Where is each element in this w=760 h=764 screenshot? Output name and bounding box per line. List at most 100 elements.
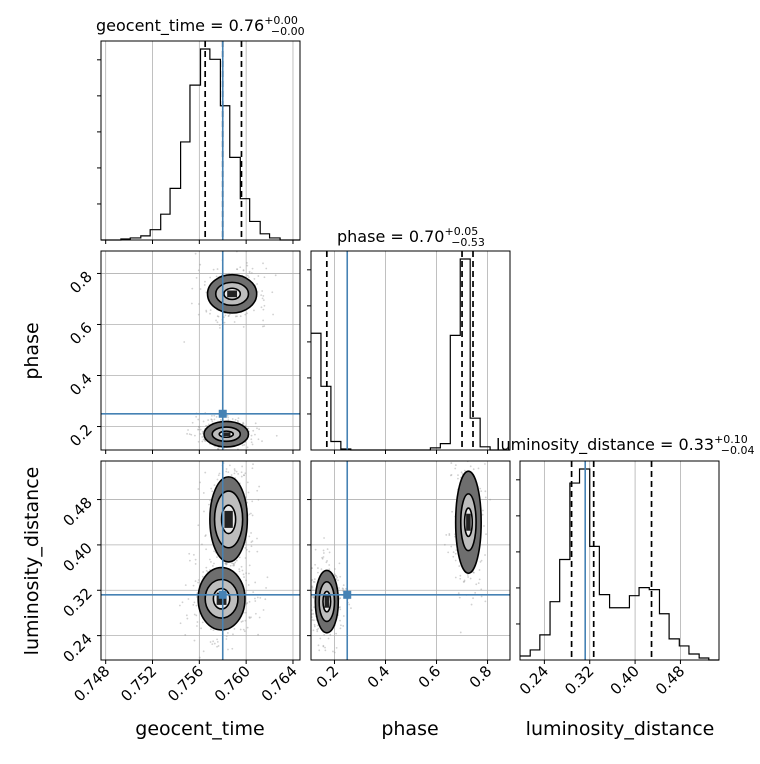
sample-point — [210, 418, 213, 421]
sample-point — [205, 569, 208, 572]
sample-point — [319, 637, 322, 640]
sample-point — [204, 471, 207, 474]
sample-point — [313, 623, 316, 626]
sample-point — [184, 584, 187, 587]
sample-point — [326, 548, 329, 551]
sample-point — [188, 552, 191, 555]
sample-point — [244, 313, 247, 316]
contour-line — [314, 569, 340, 634]
sample-point — [311, 579, 314, 581]
sample-point — [452, 551, 455, 554]
sample-point — [322, 552, 325, 554]
sample-point — [227, 471, 230, 474]
panel-2d-luminosity_distance-geocent_time: 0.748 0.752 0.756 0.760 0.764 0.24 0.32 0.40 0.4… — [59, 460, 301, 705]
sample-point — [236, 268, 239, 271]
sample-point — [317, 627, 320, 630]
sample-point — [234, 315, 237, 318]
sample-point — [204, 535, 207, 538]
sample-point — [199, 288, 202, 290]
sample-point — [340, 624, 342, 627]
sample-point — [224, 562, 227, 565]
sample-point — [209, 312, 211, 315]
sample-point — [479, 561, 482, 563]
density-peak — [222, 432, 231, 437]
sample-point — [157, 456, 159, 458]
sample-point — [225, 468, 228, 470]
sample-point — [263, 276, 266, 279]
sample-point — [238, 570, 241, 573]
panel-hist-phase — [307, 250, 511, 454]
sample-point — [208, 450, 210, 452]
sample-point — [192, 553, 195, 556]
sample-point — [262, 308, 265, 311]
sample-point — [197, 425, 200, 428]
sample-point — [212, 640, 215, 643]
sample-point — [312, 597, 315, 599]
sample-point — [241, 569, 244, 572]
sample-point — [445, 534, 448, 536]
sample-point — [234, 418, 237, 421]
sample-point — [216, 321, 219, 324]
sample-point — [211, 415, 213, 417]
sample-point — [245, 602, 248, 605]
sample-point — [342, 588, 345, 591]
contour-line — [212, 587, 231, 610]
sample-point — [217, 315, 220, 318]
x-tick-label-luminosity_distance: 0.40 — [607, 662, 643, 698]
sample-point — [317, 644, 320, 647]
sample-point — [464, 448, 466, 450]
sample-point — [237, 417, 240, 420]
sample-point — [335, 578, 338, 581]
sample-point — [459, 452, 461, 454]
sample-point — [183, 341, 186, 343]
sample-point — [254, 422, 257, 425]
sample-point — [260, 306, 263, 309]
sample-point — [227, 648, 229, 651]
sample-point — [271, 291, 274, 294]
truth-marker — [218, 409, 227, 418]
sample-point — [261, 440, 263, 443]
sample-point — [316, 624, 319, 627]
sample-point — [208, 503, 210, 506]
sample-point — [350, 607, 352, 610]
sample-point — [204, 534, 207, 537]
sample-point — [312, 596, 315, 598]
contour-line — [322, 590, 332, 613]
sample-point — [475, 583, 478, 586]
x-tick-label-geocent_time: 0.752 — [117, 662, 160, 705]
sample-point — [332, 650, 334, 653]
sample-point — [230, 474, 233, 476]
sample-point — [197, 428, 199, 431]
sample-point — [309, 577, 311, 579]
contour-line — [206, 273, 258, 314]
sample-point — [209, 276, 212, 279]
sample-point — [207, 423, 210, 426]
sample-point — [485, 533, 487, 536]
sample-point — [483, 525, 485, 527]
contour-line — [209, 476, 249, 563]
sample-point — [339, 619, 341, 622]
sample-point — [240, 620, 243, 623]
sample-point — [452, 555, 455, 558]
sample-point — [312, 580, 315, 583]
sample-point — [242, 422, 245, 425]
sample-point — [197, 269, 200, 272]
sample-point — [247, 427, 250, 430]
sample-point — [311, 586, 314, 589]
sample-point — [241, 620, 244, 623]
y-tick-label-phase: 0.8 — [66, 268, 96, 298]
sample-point — [203, 510, 205, 513]
sample-point — [448, 534, 451, 537]
sample-point — [323, 537, 325, 539]
sample-point — [210, 418, 213, 421]
sample-point — [472, 597, 474, 600]
sample-point — [339, 597, 342, 600]
sample-point — [251, 514, 254, 517]
sample-point — [480, 588, 483, 591]
sample-point — [211, 490, 214, 493]
histogram-luminosity_distance — [520, 468, 719, 661]
sample-point — [201, 543, 203, 546]
sample-point — [251, 500, 254, 503]
sample-point — [333, 573, 336, 576]
sample-point — [197, 418, 200, 421]
